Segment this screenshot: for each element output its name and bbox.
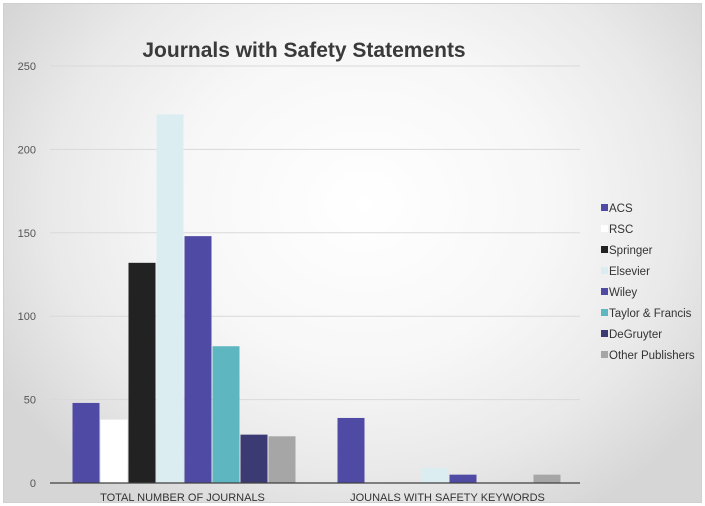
bar [449,474,477,483]
chart-title: Journals with Safety Statements [142,39,465,62]
y-tick-label: 50 [24,395,36,407]
legend-label: Wiley [609,287,637,299]
legend-label: RSC [609,224,633,236]
legend-swatch [601,351,608,358]
bar [212,346,240,483]
legend-swatch [601,288,608,295]
bar [72,402,100,483]
legend-label: Springer [609,245,653,257]
bar [100,419,128,483]
y-tick-label: 100 [18,311,36,323]
bar [156,114,184,483]
bar [268,436,296,483]
legend-label: ACS [609,203,633,215]
legend-label: Elsevier [609,266,650,278]
y-tick-label: 200 [18,144,36,156]
bar [240,434,268,483]
legend-swatch [601,330,608,337]
y-tick-label: 150 [18,228,36,240]
legend-swatch [601,267,608,274]
legend-label: Other Publishers [609,350,695,362]
legend-label: Taylor & Francis [609,308,692,320]
bar [337,417,365,483]
legend-label: DeGruyter [609,329,662,341]
legend-swatch [601,309,608,316]
bar [128,262,156,483]
y-tick-label: 250 [18,61,36,73]
bar [184,236,212,483]
bar [421,467,449,483]
x-tick-label: TOTAL NUMBER OF JOURNALS [100,492,265,504]
legend-swatch [601,204,608,211]
legend-swatch [601,225,608,232]
bar [533,474,561,483]
y-tick-label: 0 [30,478,36,490]
legend-swatch [601,246,608,253]
x-tick-label: JOUNALS WITH SAFETY KEYWORDS [350,492,545,504]
